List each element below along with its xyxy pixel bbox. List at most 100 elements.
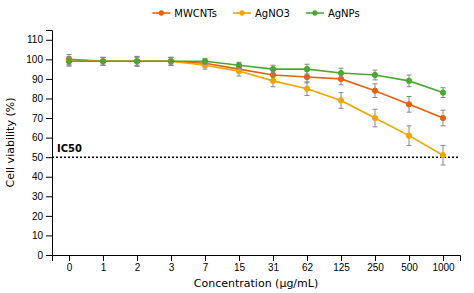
y-tick-label: 110 xyxy=(27,34,43,45)
legend-item: AgNO3 xyxy=(233,8,290,19)
y-tick-mark xyxy=(46,138,52,139)
error-bar xyxy=(135,56,140,66)
error-bar-cap xyxy=(407,145,412,146)
error-bar-cap xyxy=(339,68,344,69)
series xyxy=(66,57,445,97)
y-tick-label: 20 xyxy=(32,211,44,222)
x-tick-label: 125 xyxy=(333,262,350,273)
point xyxy=(440,115,445,120)
x-tick-label: 1 xyxy=(101,262,107,273)
x-tick: 31 xyxy=(268,255,280,273)
error-bar-cap xyxy=(67,66,72,67)
error-bar-cap xyxy=(237,75,242,76)
error-bar xyxy=(101,57,106,65)
y-tick-mark xyxy=(46,196,52,197)
point xyxy=(168,59,173,64)
error-bar-cap xyxy=(407,125,412,126)
error-bar xyxy=(305,82,310,96)
error-bar-cap xyxy=(339,77,344,78)
y-tick-mark xyxy=(46,40,52,41)
error-bar xyxy=(67,57,72,65)
point xyxy=(338,98,343,103)
x-tick-mark xyxy=(307,255,308,261)
error-bar xyxy=(339,68,344,78)
y-tick: 70 xyxy=(32,113,52,124)
x-tick: 3 xyxy=(169,255,175,273)
error-bar-cap xyxy=(373,79,378,80)
y-tick-mark xyxy=(46,235,52,236)
x-tick-label: 15 xyxy=(234,262,246,273)
error-bar xyxy=(441,88,446,98)
error-bar xyxy=(135,57,140,65)
point xyxy=(236,68,241,73)
y-tick: 10 xyxy=(32,230,52,241)
series xyxy=(66,56,445,165)
y-tick-label: 10 xyxy=(32,230,44,241)
x-tick-mark xyxy=(273,255,274,261)
point xyxy=(440,90,445,95)
x-tick: 250 xyxy=(367,255,384,273)
x-tick-mark xyxy=(103,255,104,261)
x-tick: 125 xyxy=(333,255,350,273)
x-tick-label: 2 xyxy=(135,262,141,273)
legend-marker xyxy=(312,10,317,15)
error-bar xyxy=(67,54,72,64)
point xyxy=(134,59,139,64)
error-bar-cap xyxy=(373,109,378,110)
y-tick-mark xyxy=(46,216,52,217)
error-bar-cap xyxy=(67,54,72,55)
point xyxy=(406,78,411,83)
error-bar xyxy=(373,109,378,127)
y-tick-label: 70 xyxy=(32,113,44,124)
y-tick: 20 xyxy=(32,211,52,222)
x-tick-mark xyxy=(137,255,138,261)
error-bar xyxy=(271,75,276,87)
error-bar-cap xyxy=(169,57,174,58)
y-tick-mark xyxy=(46,255,52,256)
x-tick-mark xyxy=(375,255,376,261)
point xyxy=(66,59,71,64)
error-bar-cap xyxy=(407,112,412,113)
y-tick: 80 xyxy=(32,93,52,104)
error-bar xyxy=(67,56,72,66)
error-bar xyxy=(169,57,174,65)
error-bar-cap xyxy=(441,145,446,146)
error-bar-cap xyxy=(373,126,378,127)
error-bar-cap xyxy=(101,65,106,66)
error-bar-cap xyxy=(271,75,276,76)
error-bar-cap xyxy=(135,56,140,57)
error-bar-cap xyxy=(271,86,276,87)
error-bar xyxy=(339,93,344,109)
y-tick-label: 80 xyxy=(32,93,44,104)
error-bar-cap xyxy=(305,95,310,96)
error-bar-cap xyxy=(441,97,446,98)
legend: MWCNTsAgNO3AgNPs xyxy=(152,8,359,19)
error-bar xyxy=(441,110,446,126)
y-tick: 50 xyxy=(32,152,52,163)
legend-marker xyxy=(159,10,164,15)
y-tick: 30 xyxy=(32,191,52,202)
point xyxy=(372,72,377,77)
y-tick-mark xyxy=(46,118,52,119)
x-tick: 0 xyxy=(67,255,73,273)
error-bar-cap xyxy=(271,65,276,66)
error-bar-cap xyxy=(101,65,106,66)
error-bar-cap xyxy=(67,57,72,58)
error-bar-cap xyxy=(67,56,72,57)
error-bar xyxy=(169,57,174,65)
error-bar-cap xyxy=(407,96,412,97)
x-tick-label: 7 xyxy=(203,262,209,273)
point xyxy=(270,66,275,71)
legend-item: MWCNTs xyxy=(152,8,217,19)
x-tick-label: 1000 xyxy=(432,262,455,273)
x-tick: 1 xyxy=(101,255,107,273)
point xyxy=(66,59,71,64)
x-tick-mark xyxy=(171,255,172,261)
x-tick-mark xyxy=(205,255,206,261)
x-tick-mark xyxy=(409,255,410,261)
error-bar-cap xyxy=(339,108,344,109)
point xyxy=(304,74,309,79)
y-tick-mark xyxy=(46,79,52,80)
error-bar xyxy=(305,64,310,74)
y-tick-label: 100 xyxy=(26,54,43,65)
